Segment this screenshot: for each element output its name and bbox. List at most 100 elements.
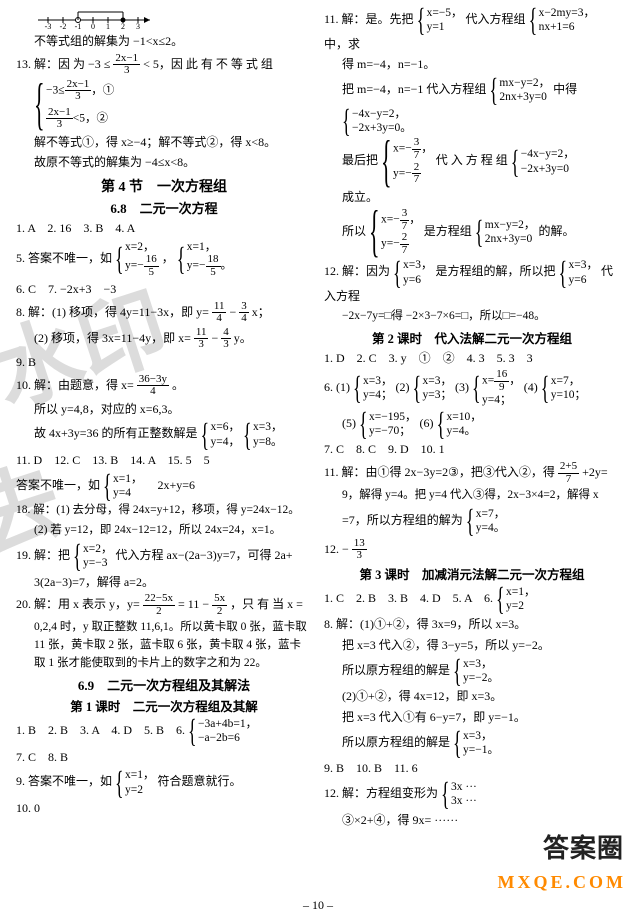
t: 的解。 xyxy=(538,224,574,238)
heading-6-9: 6.9 二元一次方程组及其解法 xyxy=(16,675,312,694)
text: 所以 y=4,8，对应的 x=6,3。 xyxy=(16,400,312,419)
svg-text:-2: -2 xyxy=(60,22,67,30)
brace: x=−195，y=−70； xyxy=(359,410,416,439)
t: ，① xyxy=(91,84,114,96)
r8f: 所以原方程组的解是 x=3，y=−1。 xyxy=(324,729,620,758)
text: ③×2+④，得 9x= ······ xyxy=(324,811,620,830)
page: -3 -2 -1 0 1 2 3 不等式组的解集为 −1<x≤2。 13. 解：… xyxy=(0,0,636,831)
brace: x=3，y=6 xyxy=(393,258,433,287)
watermark-logo-text1: 答案圈 xyxy=(543,828,624,865)
t: 代入方程组 xyxy=(466,12,526,26)
fraction: 34 xyxy=(239,301,249,325)
t: y=− xyxy=(187,260,206,272)
fraction: 27 xyxy=(412,162,422,186)
svg-text:-3: -3 xyxy=(45,22,52,30)
brace: −3a+4b=1，−a−2b=6 xyxy=(188,717,257,746)
text: (2)①+②，得 4x=12，即 x=3。 xyxy=(324,687,620,706)
brace: x=1，y=4 xyxy=(103,472,143,501)
t: ， xyxy=(509,375,521,387)
t: 是方程组 xyxy=(424,224,472,238)
answer-row: 1. C 2. B 3. B 4. D 5. A 6. x=1，y=2 xyxy=(324,585,620,614)
text: 10. 0 xyxy=(16,799,312,818)
t: (5) xyxy=(342,416,356,430)
r11: 11. 解：是。先把 x=−5，y=1 代入方程组 x−2my=3，nx+1=6… xyxy=(324,6,620,53)
brace: x=169， y=4； xyxy=(472,369,521,407)
brace: x=3，y=6 xyxy=(559,258,599,287)
fraction: 5x2 xyxy=(212,593,227,617)
fraction: 43 xyxy=(221,327,231,351)
t: 。 xyxy=(172,377,184,391)
r11-2: 11. 解：由①得 2x−3y=2③，把③代入②，得 2+57 +2y= xyxy=(324,461,620,485)
t: 把 m=−4，n=−1 代入方程组 xyxy=(342,82,486,96)
t: 中得 xyxy=(553,82,577,96)
inequality-system: −3≤2x−13，① 2x−13<5，② xyxy=(16,79,312,131)
text: −2x−7y=□得 −2×3−7×6=□，所以□=−48。 xyxy=(324,308,620,326)
page-number: – 10 – xyxy=(0,898,636,913)
fraction: 27 xyxy=(400,232,410,256)
brace: x−2my=3，nx+1=6 xyxy=(529,6,595,35)
t: +2y= xyxy=(582,465,608,479)
fraction: 114 xyxy=(212,301,227,325)
q10: 10. 解：由题意，得 x= 36−3y4 。 xyxy=(16,374,312,398)
t: x=− xyxy=(381,214,400,226)
fraction: 165 xyxy=(144,254,159,278)
brace: x=−37， y=−27 xyxy=(381,137,433,185)
answer-row: 1. B 2. B 3. A 4. D 5. B 6. −3a+4b=1，−a−… xyxy=(16,717,312,746)
t: 8. 解：(1) 移项，得 4y=11−3x，即 y= xyxy=(16,305,209,319)
t: 12. − xyxy=(324,541,349,555)
t: 中，求 xyxy=(324,37,360,51)
text: 3(2a−3)=7，解得 a=2。 xyxy=(16,573,312,592)
t: (4) xyxy=(524,380,538,394)
t: 11. 解：是。先把 xyxy=(324,12,414,26)
brace: x=1， y=−185。 xyxy=(177,240,232,278)
brace: mx−y=2，2nx+3y=0 xyxy=(489,76,550,105)
brace: x=3，y=4； xyxy=(353,374,393,403)
t: (6) xyxy=(419,416,433,430)
brace: x=1，y=2 xyxy=(496,585,536,614)
q18-2: (2) 若 y=12，即 24x−12=12，所以 24x=24，x=1。 xyxy=(16,522,312,540)
answer-row: 7. C 8. C 9. D 10. 1 xyxy=(324,440,620,459)
answer-row: 6. C 7. −2x+3 −3 xyxy=(16,280,312,299)
fraction: 37 xyxy=(400,208,410,232)
answer-row: 11. D 12. C 13. B 14. A 15. 5 5 xyxy=(16,451,312,470)
q5: 5. 答案不唯一，如 x=2， y=−165 ， x=1， y=−185。 xyxy=(16,240,312,278)
t: − xyxy=(229,305,239,319)
right-column: 11. 解：是。先把 x=−5，y=1 代入方程组 x−2my=3，nx+1=6… xyxy=(318,6,626,831)
q13: 13. 解：因 为 −3 ≤ 2x−13 < 5，因 此 有 不 等 式 组 xyxy=(16,53,312,77)
watermark-logo-text2: MXQE.COM xyxy=(498,872,626,893)
q9: 9. 答案不唯一，如 x=1，y=2 符合题意就行。 xyxy=(16,768,312,797)
brace: x=1，y=2 xyxy=(115,768,155,797)
r11f: −4x−y=2，−2x+3y=0。 xyxy=(324,107,620,136)
fraction: 185 xyxy=(206,254,221,278)
brace: x=−37， y=−27 xyxy=(369,208,421,256)
answer-row: 7. C 8. B xyxy=(16,748,312,767)
t: y=− xyxy=(393,167,412,179)
r11g: 最后把 x=−37， y=−27 代 入 方 程 组 −4x−y=2，−2x+3… xyxy=(324,137,620,185)
q20: 20. 解：用 x 表示 y，y= 22−5x2 = 11 − 5x2 ，只 有… xyxy=(16,593,312,617)
t: =7，所以方程组的解为 xyxy=(342,513,463,527)
fraction: 133 xyxy=(352,538,367,562)
brace: x=3，y=3； xyxy=(413,374,453,403)
heading-section-4: 第 4 节 一次方程组 xyxy=(16,176,312,196)
heading-6-8: 6.8 二元一次方程 xyxy=(16,198,312,217)
t: (3) xyxy=(455,380,469,394)
t: 11. 解：由①得 2x−3y=2③，把③代入②，得 xyxy=(324,465,555,479)
t: 是方程组的解，所以把 xyxy=(436,265,556,279)
t: y=− xyxy=(381,238,400,250)
t: 。 xyxy=(221,260,233,272)
text: 不等式组的解集为 −1<x≤2。 xyxy=(16,32,312,51)
t: <5，② xyxy=(73,112,108,124)
heading-lesson2: 第 2 课时 代入法解二元一次方程组 xyxy=(324,328,620,347)
t: 6. (1) xyxy=(324,380,350,394)
t: (2) xyxy=(396,380,410,394)
text: 5. 答案不唯一，如 xyxy=(16,251,112,265)
t: 代入方程 ax−(2a−3)y=7，可得 2a+ xyxy=(116,548,293,562)
brace: x=2， y=−165 xyxy=(115,240,159,278)
svg-text:3: 3 xyxy=(136,22,140,30)
r8c: 所以原方程组的解是 x=3，y=−2。 xyxy=(324,657,620,686)
t: 1. B 2. B 3. A 4. D 5. B 6. xyxy=(16,723,188,737)
heading-6-9-lesson1: 第 1 课时 二元一次方程组及其解 xyxy=(16,696,312,715)
t: ， xyxy=(409,214,421,226)
svg-text:2: 2 xyxy=(121,22,125,30)
q8-1: 8. 解：(1) 移项，得 4y=11−3x，即 y= 114 − 34 x； xyxy=(16,301,312,325)
